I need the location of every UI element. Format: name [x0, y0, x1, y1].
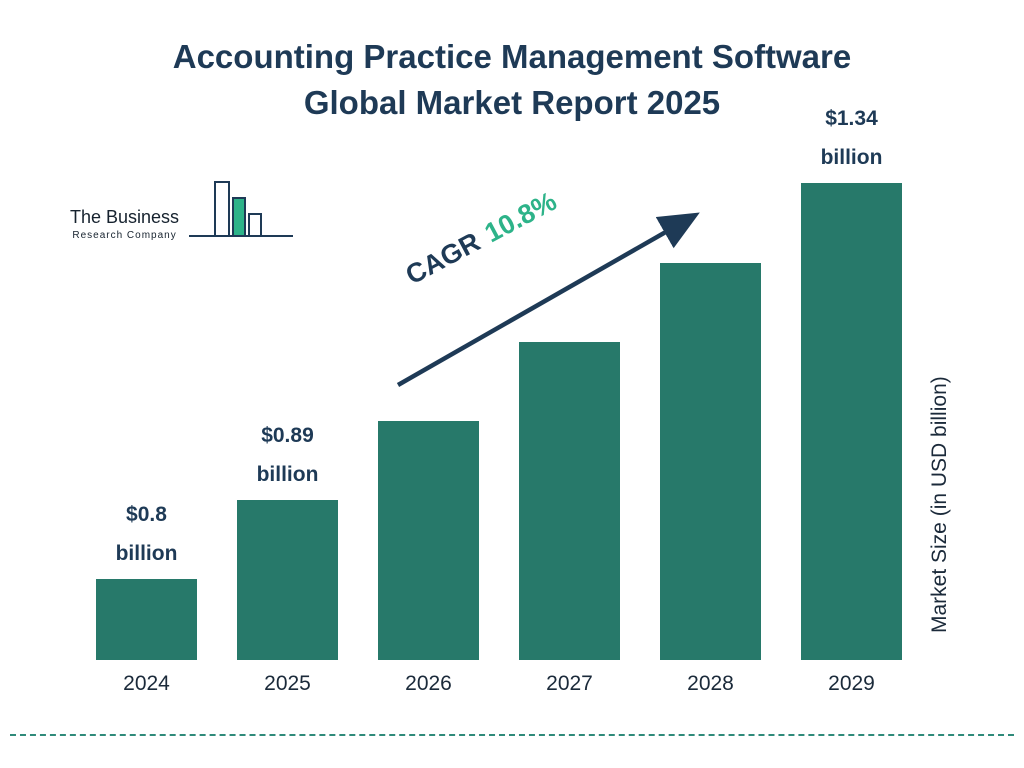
bar-value-label: $0.8 billion	[115, 503, 178, 565]
bar-value-label: $0.89 billion	[256, 424, 319, 486]
bar	[237, 500, 338, 660]
bar-group: $0.89 billion 2025	[237, 416, 338, 704]
bars-row: $0.8 billion 2024 $0.89 billion 2025 2026 202…	[96, 104, 902, 704]
bottom-dashed-divider	[10, 734, 1014, 736]
bar	[378, 421, 479, 660]
bar	[519, 342, 620, 660]
bar	[96, 579, 197, 660]
page-title-line2: Global Market Report 2025	[303, 84, 721, 121]
x-axis-label: 2024	[123, 672, 170, 695]
page-title: Accounting Practice Management Software …	[0, 34, 1024, 126]
x-axis-label: 2026	[405, 672, 452, 695]
x-axis-label: 2025	[264, 672, 311, 695]
company-logo-text: The Business Research Company	[70, 207, 179, 241]
bar-chart-logo-icon	[187, 178, 297, 255]
x-axis-label: 2028	[687, 672, 734, 695]
y-axis-label: Market Size (in USD billion)	[928, 376, 951, 634]
bar-group: 2027	[519, 342, 620, 704]
x-axis-label: 2027	[546, 672, 593, 695]
bar-group: $1.34 billion 2029	[801, 99, 902, 704]
bar-group: $0.8 billion 2024	[96, 495, 197, 704]
page-title-line1: Accounting Practice Management Software	[172, 38, 852, 75]
company-name: The Business	[70, 207, 180, 227]
bar	[801, 183, 902, 660]
x-axis-label: 2029	[828, 672, 875, 695]
bar-group: 2026	[378, 421, 479, 704]
company-subname: Research Company	[72, 230, 177, 241]
bar	[660, 263, 761, 660]
company-logo: The Business Research Company	[70, 178, 297, 255]
bar-value-label: $1.34 billion	[820, 107, 883, 169]
bar-group: 2028	[660, 263, 761, 704]
